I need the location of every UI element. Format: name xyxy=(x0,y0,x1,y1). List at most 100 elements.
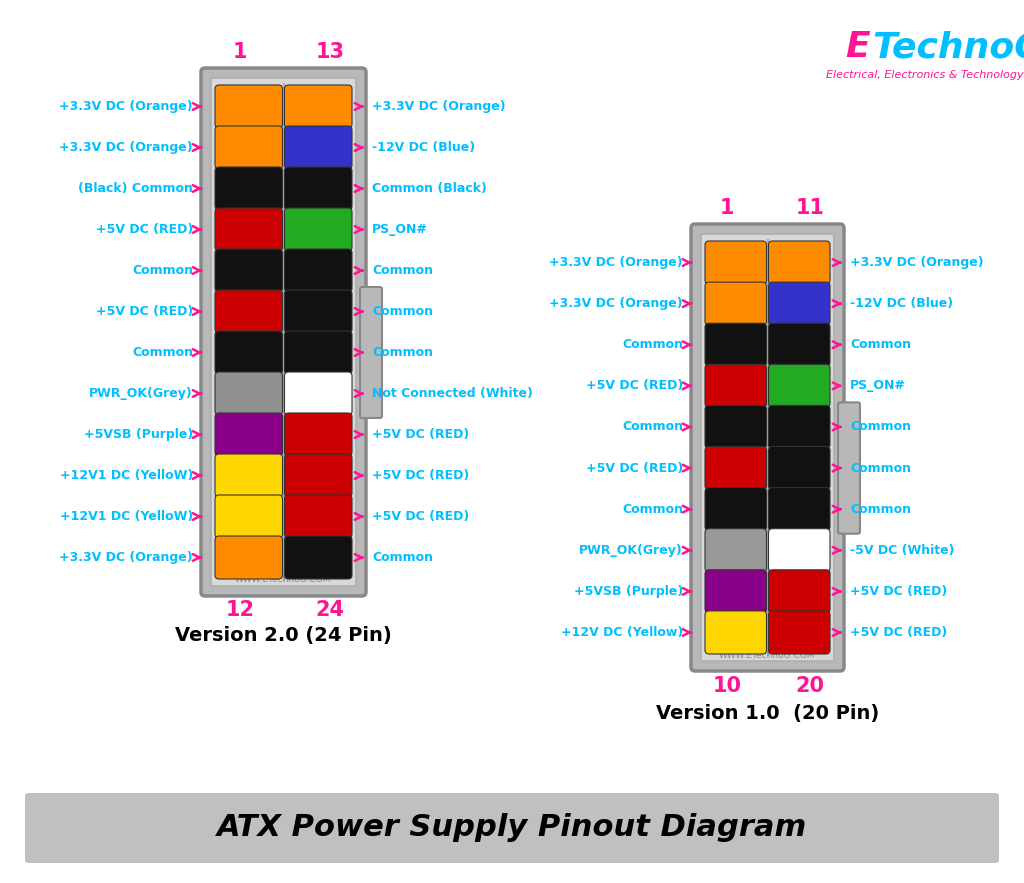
Text: -5V DC (White): -5V DC (White) xyxy=(850,544,954,557)
Text: Common: Common xyxy=(850,338,911,351)
Text: Common: Common xyxy=(622,338,683,351)
FancyBboxPatch shape xyxy=(705,282,767,325)
FancyBboxPatch shape xyxy=(285,85,352,128)
Text: +3.3V DC (Orange): +3.3V DC (Orange) xyxy=(549,256,683,269)
Text: -12V DC (Blue): -12V DC (Blue) xyxy=(372,141,475,154)
Text: Version 1.0  (20 Pin): Version 1.0 (20 Pin) xyxy=(656,705,880,723)
FancyBboxPatch shape xyxy=(360,287,382,418)
FancyBboxPatch shape xyxy=(768,405,830,449)
Text: +5V DC (RED): +5V DC (RED) xyxy=(96,305,193,318)
Text: Common: Common xyxy=(372,264,433,277)
FancyBboxPatch shape xyxy=(215,454,283,497)
FancyBboxPatch shape xyxy=(768,241,830,284)
FancyBboxPatch shape xyxy=(285,372,352,415)
FancyBboxPatch shape xyxy=(285,126,352,169)
Text: ATX Power Supply Pinout Diagram: ATX Power Supply Pinout Diagram xyxy=(217,813,807,842)
FancyBboxPatch shape xyxy=(705,405,767,449)
Text: Common: Common xyxy=(850,462,911,474)
Text: Version 2.0 (24 Pin): Version 2.0 (24 Pin) xyxy=(175,625,392,645)
Text: +3.3V DC (Orange): +3.3V DC (Orange) xyxy=(850,256,984,269)
Text: +5V DC (RED): +5V DC (RED) xyxy=(850,626,947,639)
Text: 1: 1 xyxy=(232,42,247,62)
FancyBboxPatch shape xyxy=(768,487,830,531)
Text: PS_ON#: PS_ON# xyxy=(850,380,906,392)
Text: 11: 11 xyxy=(796,198,824,218)
Text: +12V1 DC (YelloW): +12V1 DC (YelloW) xyxy=(59,510,193,523)
FancyBboxPatch shape xyxy=(215,167,283,210)
Text: +3.3V DC (Orange): +3.3V DC (Orange) xyxy=(549,298,683,310)
Text: Common: Common xyxy=(132,264,193,277)
FancyBboxPatch shape xyxy=(215,536,283,579)
Text: +3.3V DC (Orange): +3.3V DC (Orange) xyxy=(59,141,193,154)
Text: +3.3V DC (Orange): +3.3V DC (Orange) xyxy=(372,100,506,113)
FancyBboxPatch shape xyxy=(768,611,830,654)
Text: Common: Common xyxy=(850,420,911,434)
Text: Common: Common xyxy=(372,305,433,318)
Text: 24: 24 xyxy=(315,600,344,620)
Text: Common: Common xyxy=(622,420,683,434)
FancyBboxPatch shape xyxy=(705,365,767,407)
FancyBboxPatch shape xyxy=(768,570,830,613)
Text: +5VSB (Purple): +5VSB (Purple) xyxy=(573,585,683,598)
FancyBboxPatch shape xyxy=(285,167,352,210)
FancyBboxPatch shape xyxy=(25,793,999,863)
FancyBboxPatch shape xyxy=(215,85,283,128)
FancyBboxPatch shape xyxy=(705,529,767,572)
FancyBboxPatch shape xyxy=(285,413,352,456)
FancyBboxPatch shape xyxy=(705,487,767,531)
FancyBboxPatch shape xyxy=(768,323,830,366)
Text: +5V DC (RED): +5V DC (RED) xyxy=(586,462,683,474)
FancyBboxPatch shape xyxy=(705,611,767,654)
Text: Common: Common xyxy=(372,346,433,359)
Text: Not Connected (White): Not Connected (White) xyxy=(372,387,532,400)
Text: +12V1 DC (YelloW): +12V1 DC (YelloW) xyxy=(59,469,193,482)
Text: WWW.ETechnoG.COM: WWW.ETechnoG.COM xyxy=(719,651,815,660)
Text: WWW.ETechnoG.COM: WWW.ETechnoG.COM xyxy=(234,576,331,585)
Text: Common: Common xyxy=(850,502,911,516)
Text: 1: 1 xyxy=(720,198,734,218)
Text: (Black) Common: (Black) Common xyxy=(78,182,193,195)
FancyBboxPatch shape xyxy=(215,126,283,169)
FancyBboxPatch shape xyxy=(691,224,844,671)
FancyBboxPatch shape xyxy=(285,454,352,497)
Text: -12V DC (Blue): -12V DC (Blue) xyxy=(850,298,953,310)
FancyBboxPatch shape xyxy=(768,529,830,572)
FancyBboxPatch shape xyxy=(768,282,830,325)
Text: +5V DC (RED): +5V DC (RED) xyxy=(372,428,469,441)
Text: +5V DC (RED): +5V DC (RED) xyxy=(372,469,469,482)
FancyBboxPatch shape xyxy=(768,447,830,489)
FancyBboxPatch shape xyxy=(201,68,366,596)
Text: 12: 12 xyxy=(225,600,255,620)
FancyBboxPatch shape xyxy=(215,208,283,251)
FancyBboxPatch shape xyxy=(705,570,767,613)
FancyBboxPatch shape xyxy=(215,495,283,538)
FancyBboxPatch shape xyxy=(768,365,830,407)
Text: +12V DC (Yellow): +12V DC (Yellow) xyxy=(561,626,683,639)
FancyBboxPatch shape xyxy=(285,536,352,579)
FancyBboxPatch shape xyxy=(285,208,352,251)
FancyBboxPatch shape xyxy=(705,241,767,284)
Text: +3.3V DC (Orange): +3.3V DC (Orange) xyxy=(59,551,193,564)
FancyBboxPatch shape xyxy=(285,249,352,292)
Text: PWR_OK(Grey): PWR_OK(Grey) xyxy=(89,387,193,400)
Text: Common: Common xyxy=(132,346,193,359)
FancyBboxPatch shape xyxy=(705,323,767,366)
FancyBboxPatch shape xyxy=(701,234,834,661)
Text: TechnoG: TechnoG xyxy=(872,30,1024,64)
Text: +5V DC (RED): +5V DC (RED) xyxy=(586,380,683,392)
Text: +3.3V DC (Orange): +3.3V DC (Orange) xyxy=(59,100,193,113)
FancyBboxPatch shape xyxy=(285,331,352,374)
Text: +5V DC (RED): +5V DC (RED) xyxy=(372,510,469,523)
FancyBboxPatch shape xyxy=(211,78,356,586)
Text: Common (Black): Common (Black) xyxy=(372,182,486,195)
Text: +5V DC (RED): +5V DC (RED) xyxy=(96,223,193,236)
Text: 13: 13 xyxy=(315,42,344,62)
FancyBboxPatch shape xyxy=(705,447,767,489)
FancyBboxPatch shape xyxy=(215,331,283,374)
Text: E: E xyxy=(846,30,870,64)
Text: Common: Common xyxy=(622,502,683,516)
Text: +5VSB (Purple): +5VSB (Purple) xyxy=(84,428,193,441)
FancyBboxPatch shape xyxy=(838,403,860,533)
Text: 10: 10 xyxy=(713,676,741,696)
Text: PWR_OK(Grey): PWR_OK(Grey) xyxy=(580,544,683,557)
